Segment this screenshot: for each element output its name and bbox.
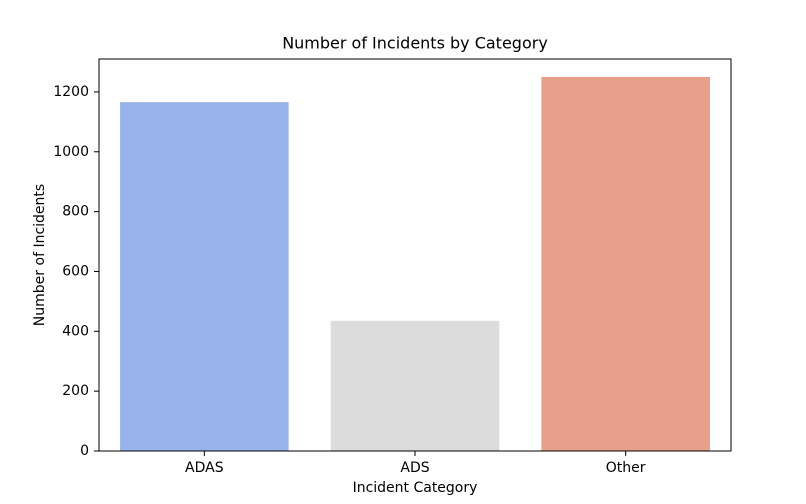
y-tick-label: 200 [62, 383, 89, 399]
y-tick-label: 0 [80, 443, 89, 459]
plot-frame [98, 58, 732, 452]
x-tick-label: ADS [400, 460, 429, 476]
y-tick-label: 1000 [53, 144, 89, 160]
y-axis-label: Number of Incidents [32, 184, 48, 326]
y-tick-label: 600 [62, 263, 89, 279]
bar [120, 102, 289, 451]
chart-title: Number of Incidents by Category [282, 34, 548, 53]
bar [541, 76, 710, 452]
x-tick-label: Other [606, 460, 646, 476]
x-axis-label: Incident Category [353, 480, 478, 496]
bar [330, 320, 500, 451]
y-tick-label: 1200 [53, 84, 89, 100]
x-tick-label: ADAS [185, 460, 224, 476]
y-tick-label: 400 [62, 323, 89, 339]
y-tick-label: 800 [62, 204, 89, 220]
